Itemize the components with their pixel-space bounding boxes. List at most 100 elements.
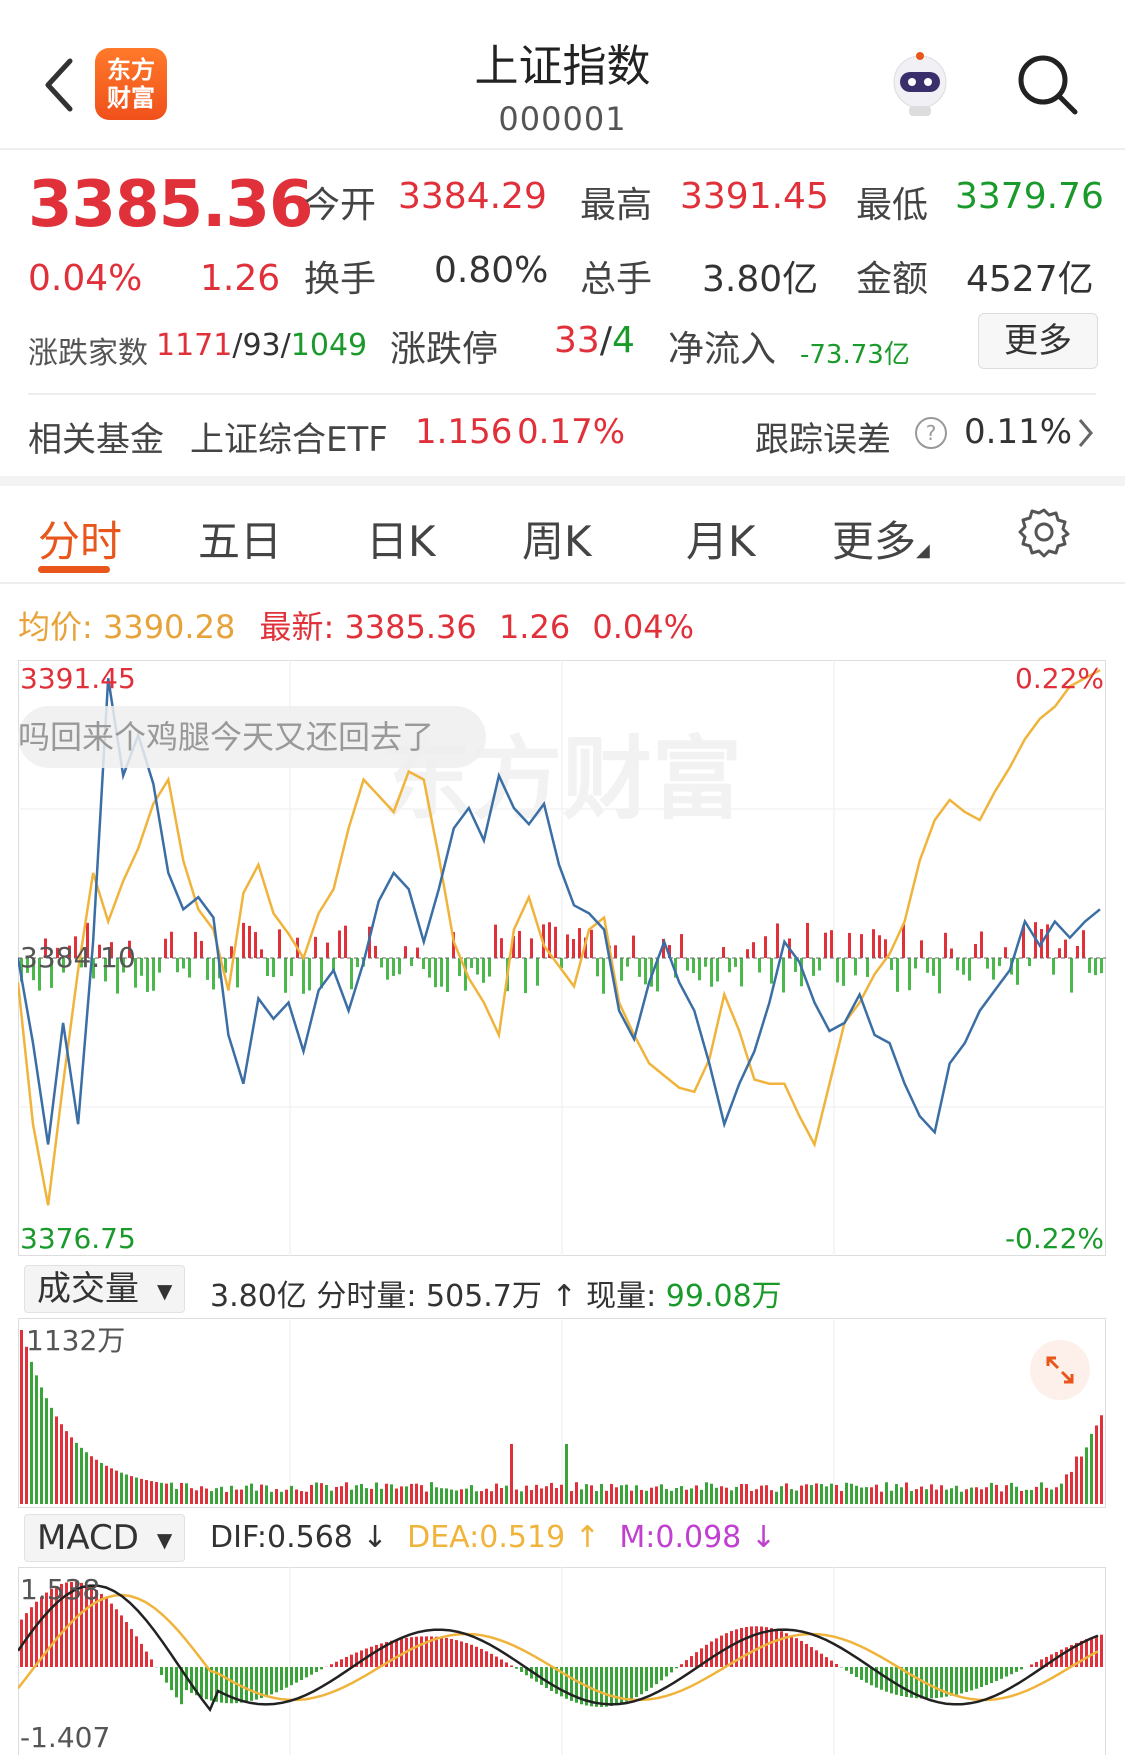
macd-chart[interactable]: 1.538 -1.407 — [18, 1567, 1106, 1755]
volume-bar — [670, 1490, 673, 1504]
volume-bar — [350, 1489, 353, 1504]
volume-bar — [120, 1472, 123, 1504]
intraday-flow-bar — [614, 945, 617, 958]
intraday-flow-bar — [644, 958, 647, 985]
macd-bar — [1015, 1667, 1018, 1672]
intraday-flow-bar — [1058, 948, 1061, 958]
limit-label: 涨跌停 — [390, 329, 499, 370]
intraday-flow-bar — [692, 958, 695, 974]
search-icon[interactable] — [1015, 52, 1079, 116]
macd-bar — [105, 1598, 108, 1667]
macd-bar — [350, 1654, 353, 1667]
volume-value: 3.80亿 — [702, 259, 819, 300]
tab-weekly-k[interactable]: 周K — [522, 517, 592, 566]
intraday-flow-bar — [956, 958, 959, 971]
macd-bar — [320, 1667, 323, 1670]
volume-bar — [360, 1484, 363, 1504]
divider — [0, 582, 1125, 584]
macd-bar — [685, 1660, 688, 1667]
more-button[interactable]: 更多 — [978, 313, 1098, 369]
volume-bar — [315, 1482, 318, 1504]
volume-bar — [445, 1488, 448, 1504]
tab-five-day[interactable]: 五日 — [198, 517, 283, 566]
volume-bar — [970, 1487, 973, 1504]
tab-intraday[interactable]: 分时 — [38, 517, 123, 566]
volume-bar — [1100, 1415, 1103, 1504]
macd-bar — [115, 1609, 118, 1667]
volume-bar — [55, 1416, 58, 1504]
intraday-flow-bar — [254, 932, 257, 958]
macd-bar — [250, 1667, 253, 1701]
macd-bar — [445, 1637, 448, 1667]
macd-bar — [915, 1667, 918, 1699]
volume-bar — [1060, 1483, 1063, 1504]
intraday-flow-bar — [986, 958, 989, 969]
intraday-flow-bar — [20, 958, 23, 982]
macd-bar — [410, 1637, 413, 1667]
macd-bar — [565, 1667, 568, 1699]
volume-bar — [1035, 1486, 1038, 1504]
volume-bar — [520, 1491, 523, 1504]
macd-bar — [570, 1667, 573, 1701]
macd-bar — [955, 1667, 958, 1695]
assistant-robot-icon[interactable] — [885, 50, 955, 120]
settings-gear-icon[interactable] — [1018, 506, 1070, 558]
macd-bar — [1035, 1661, 1038, 1667]
chevron-right-icon[interactable] — [1076, 416, 1094, 450]
macd-bar — [40, 1596, 43, 1667]
back-arrow-icon[interactable] — [40, 55, 80, 115]
inflow-label: 净流入 — [668, 329, 777, 370]
volume-bar — [580, 1489, 583, 1504]
volume-bar — [560, 1484, 563, 1504]
intraday-flow-bar — [548, 922, 551, 958]
expand-button[interactable] — [1030, 1340, 1090, 1400]
intraday-flow-bar — [602, 958, 605, 994]
high-value: 3391.45 — [680, 176, 829, 217]
volume-bar — [435, 1487, 438, 1504]
intraday-flow-bar — [182, 958, 185, 969]
macd-bar — [630, 1667, 633, 1700]
tab-monthly-k[interactable]: 月K — [686, 517, 756, 566]
tab-more[interactable]: 更多◢ — [832, 517, 930, 566]
comment-bubble[interactable] — [18, 706, 486, 768]
volume-bar — [115, 1470, 118, 1504]
tab-daily-k[interactable]: 日K — [366, 517, 436, 566]
volume-bar — [875, 1484, 878, 1504]
volume-bar — [150, 1481, 153, 1504]
intraday-flow-bar — [908, 958, 911, 991]
volume-bar — [200, 1486, 203, 1504]
macd-bar — [385, 1641, 388, 1667]
volume-bar — [840, 1491, 843, 1504]
intraday-flow-bar — [302, 958, 305, 994]
volume-bar — [50, 1407, 53, 1504]
volume-bar — [960, 1491, 963, 1504]
intraday-flow-bar — [266, 958, 269, 977]
volume-bar — [135, 1477, 138, 1504]
volume-bar — [990, 1482, 993, 1504]
macd-bar — [70, 1581, 73, 1667]
intraday-flow-bar — [794, 958, 797, 972]
macd-bar — [305, 1667, 308, 1678]
macd-bar — [845, 1667, 848, 1671]
macd-bar — [710, 1641, 713, 1667]
volume-chart[interactable]: 1132万 — [18, 1318, 1106, 1508]
volume-selector[interactable]: 成交量 ▼ — [24, 1265, 186, 1313]
macd-bar — [80, 1582, 83, 1667]
intraday-flow-bar — [680, 934, 683, 958]
intraday-flow-bar — [836, 958, 839, 983]
amount-value: 4527亿 — [966, 259, 1094, 300]
help-icon[interactable]: ? — [914, 416, 948, 450]
intraday-flow-bar — [230, 946, 233, 958]
volume-bar — [720, 1486, 723, 1504]
indicator-selector[interactable]: MACD ▼ — [24, 1514, 186, 1562]
intraday-chart[interactable]: 东方财富 吗回来个鸡腿今天又还回去了 3391.45 3384.10 3376.… — [18, 660, 1106, 1256]
macd-bar — [805, 1643, 808, 1667]
macd-bar — [875, 1667, 878, 1688]
intraday-flow-bar — [200, 940, 203, 958]
volume-bar — [535, 1484, 538, 1504]
macd-bar — [855, 1667, 858, 1677]
macd-bar — [545, 1667, 548, 1689]
fund-name[interactable]: 上证综合ETF — [190, 420, 388, 460]
macd-bar — [605, 1667, 608, 1707]
macd-bar — [120, 1615, 123, 1667]
